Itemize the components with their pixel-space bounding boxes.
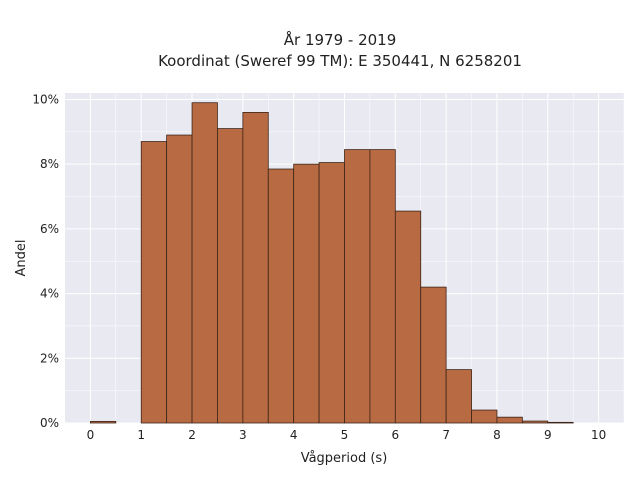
- x-tick-label: 7: [442, 428, 450, 442]
- y-tick-label: 8%: [40, 157, 59, 171]
- y-axis-ticks: 0% 2% 4% 6% 8% 10%: [32, 92, 59, 430]
- x-tick-label: 6: [391, 428, 399, 442]
- histogram-bar: [217, 128, 244, 424]
- bars-group: [90, 102, 574, 424]
- histogram-bar: [90, 420, 117, 424]
- x-tick-label: 9: [544, 428, 552, 442]
- y-tick-label: 2%: [40, 351, 59, 365]
- histogram-bar: [344, 149, 371, 424]
- histogram-bar: [394, 210, 422, 424]
- y-tick-label: 6%: [40, 222, 59, 236]
- y-tick-label: 4%: [40, 287, 59, 301]
- histogram-bar: [521, 420, 549, 424]
- histogram-bar: [267, 168, 295, 424]
- x-axis-label: Vågperiod (s): [301, 451, 388, 466]
- x-tick-label: 5: [341, 428, 349, 442]
- histogram-bar: [420, 286, 447, 424]
- histogram-bar: [293, 163, 320, 424]
- y-axis-label: Andel: [14, 240, 29, 277]
- x-tick-label: 1: [137, 428, 145, 442]
- histogram-bar: [166, 134, 193, 424]
- histogram-bar: [318, 162, 345, 424]
- histogram-bar: [369, 149, 396, 424]
- x-tick-label: 8: [493, 428, 501, 442]
- x-tick-label: 10: [591, 428, 606, 442]
- histogram-bar: [140, 141, 168, 424]
- x-tick-label: 3: [239, 428, 247, 442]
- y-tick-label: 10%: [32, 92, 59, 106]
- x-tick-label: 0: [87, 428, 95, 442]
- histogram-bar: [242, 112, 269, 424]
- histogram-bar: [445, 369, 472, 424]
- histogram-bar: [496, 416, 523, 424]
- x-tick-label: 4: [290, 428, 298, 442]
- histogram-bar: [191, 102, 218, 424]
- histogram-bar: [471, 409, 498, 424]
- chart-title-line-1: År 1979 - 2019: [284, 30, 397, 49]
- histogram-bar: [547, 421, 574, 424]
- x-tick-label: 2: [188, 428, 196, 442]
- chart-title-line-2: Koordinat (Sweref 99 TM): E 350441, N 62…: [158, 52, 522, 70]
- x-axis-ticks: 0 1 2 3 4 5 6 7 8 9 10: [87, 428, 607, 442]
- y-tick-label: 0%: [40, 416, 59, 430]
